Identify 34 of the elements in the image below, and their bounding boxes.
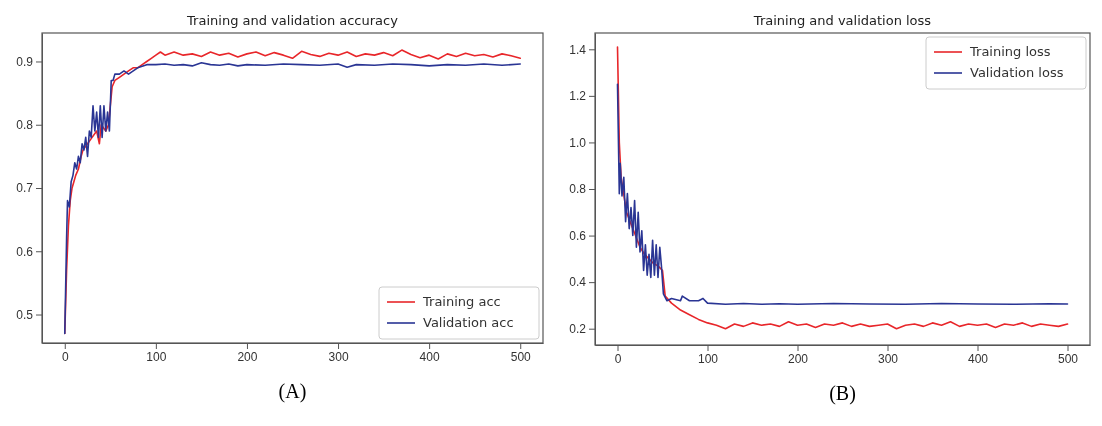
- x-tick-label: 400: [967, 351, 989, 366]
- line-series: [616, 83, 1069, 306]
- chart-title: Training and validation accuracy: [186, 13, 399, 28]
- y-tick-label: 0.5: [16, 307, 34, 322]
- x-tick-label: 500: [1057, 351, 1079, 366]
- x-tick-label: 200: [787, 351, 809, 366]
- line-series: [616, 46, 1069, 330]
- y-tick-label: 1.4: [569, 42, 587, 57]
- x-axis-title: (A): [278, 380, 307, 403]
- y-tick-label: 1.2: [569, 89, 587, 104]
- legend-label: Validation loss: [970, 65, 1064, 80]
- x-tick-label: 100: [146, 349, 167, 364]
- y-tick-label: 1.0: [569, 135, 587, 150]
- x-axis-title: (B): [829, 382, 856, 405]
- y-tick-label: 0.7: [16, 181, 34, 196]
- y-tick-label: 0.6: [16, 244, 34, 259]
- y-tick-label: 0.8: [569, 182, 587, 197]
- legend-label: Training loss: [969, 44, 1051, 59]
- legend-label: Training acc: [422, 294, 501, 309]
- y-tick-label: 0.6: [569, 228, 587, 243]
- chart-title: Training and validation loss: [752, 13, 932, 28]
- x-tick-label: 300: [877, 351, 899, 366]
- x-tick-label: 300: [328, 349, 349, 364]
- x-tick-label: 0: [614, 351, 622, 366]
- x-tick-label: 400: [419, 349, 440, 364]
- y-tick-label: 0.9: [16, 54, 34, 69]
- x-tick-label: 200: [237, 349, 258, 364]
- x-tick-label: 500: [510, 349, 532, 364]
- x-tick-label: 100: [697, 351, 719, 366]
- y-tick-label: 0.2: [569, 322, 587, 337]
- y-tick-label: 0.8: [16, 118, 34, 133]
- y-tick-label: 0.4: [569, 275, 587, 290]
- legend-label: Validation acc: [423, 315, 514, 330]
- x-tick-label: 0: [61, 349, 69, 364]
